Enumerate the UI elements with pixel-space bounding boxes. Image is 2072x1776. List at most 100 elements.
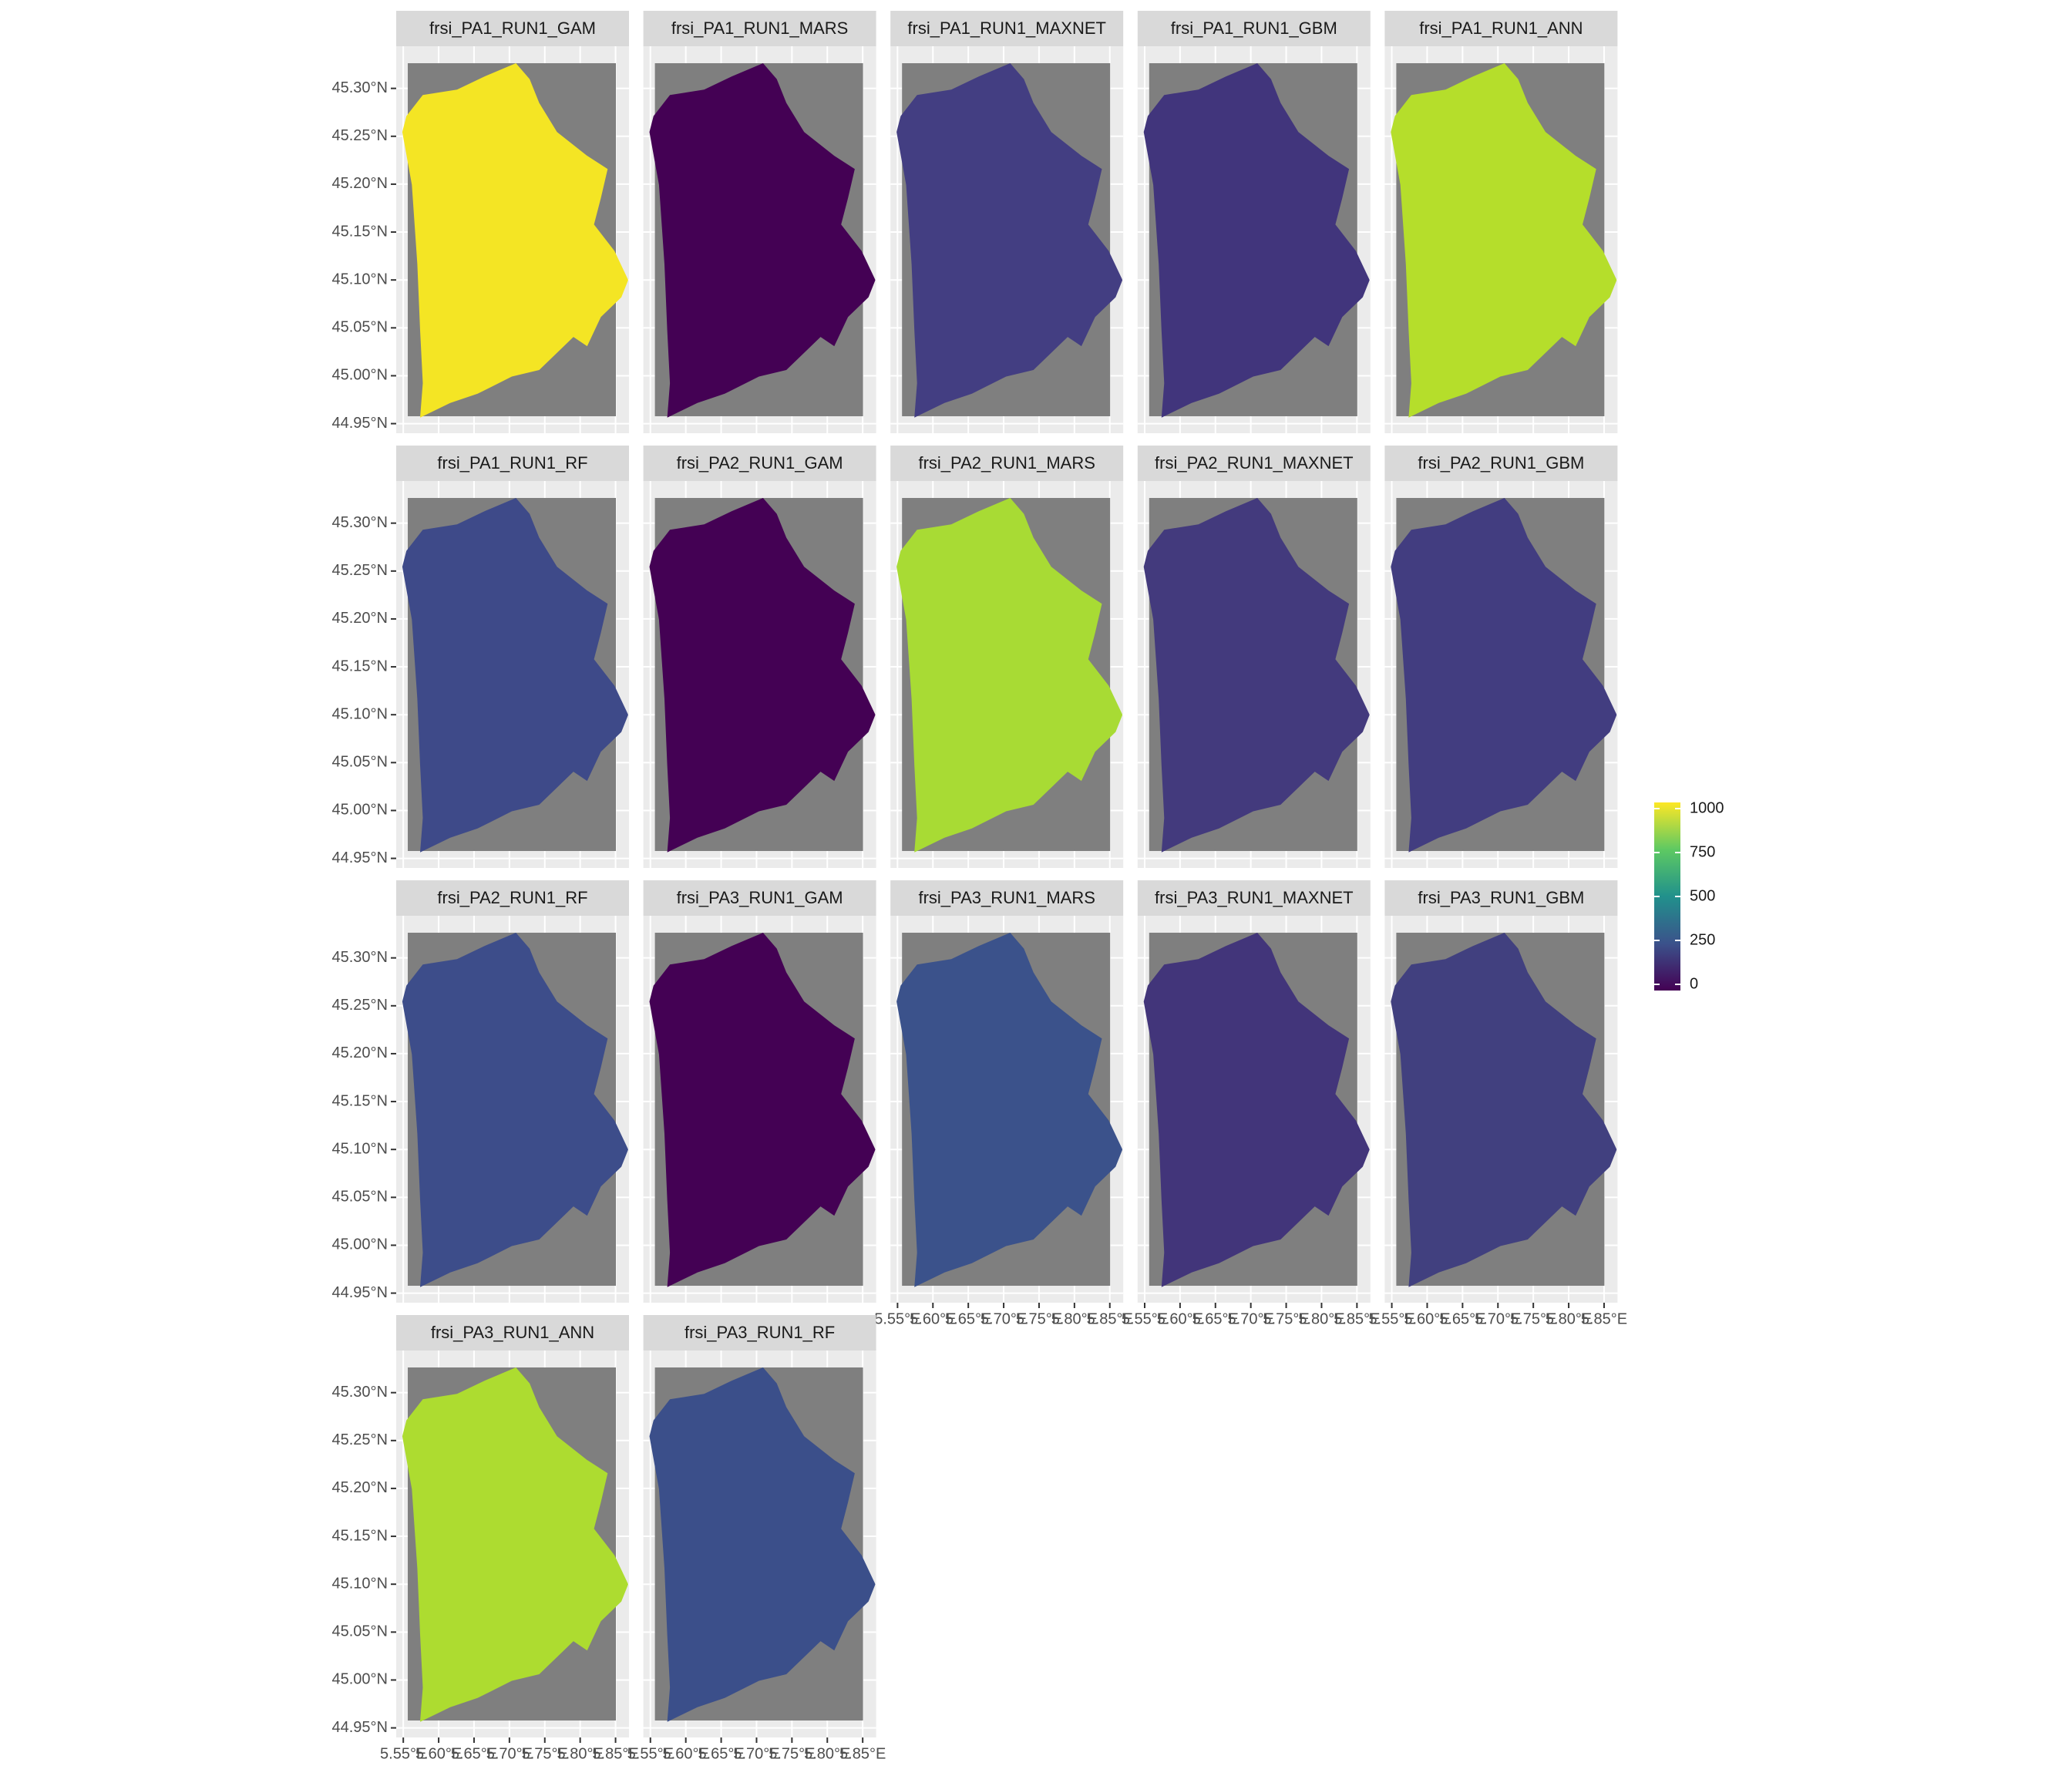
x-tick-label: 5.70°E	[1475, 1310, 1521, 1327]
x-tick-label: 5.70°E	[486, 1745, 533, 1762]
y-tick-label: 45.10°N	[332, 271, 388, 288]
y-tick-label: 45.20°N	[332, 610, 388, 627]
strip	[396, 880, 629, 916]
map-area	[402, 1367, 628, 1722]
colorbar-label: 250	[1690, 931, 1715, 948]
x-tick-label: 5.75°E	[769, 1745, 815, 1762]
y-tick-label: 45.15°N	[332, 1092, 388, 1109]
y-tick-label: 45.10°N	[332, 1575, 388, 1592]
map-area	[1143, 498, 1370, 853]
y-tick-label: 45.00°N	[332, 1671, 388, 1688]
colorbar-label: 750	[1690, 843, 1715, 860]
strip-title: frsi_PA1_RUN1_ANN	[1419, 18, 1583, 38]
strip-title: frsi_PA1_RUN1_MARS	[671, 18, 848, 38]
map-area	[896, 498, 1123, 853]
y-tick-label: 45.05°N	[332, 1623, 388, 1640]
x-tick-label: 5.55°E	[1122, 1310, 1168, 1327]
strip-title: frsi_PA2_RUN1_MAXNET	[1155, 453, 1354, 473]
y-tick-label: 44.95°N	[332, 849, 388, 866]
y-tick-label: 45.15°N	[332, 1527, 388, 1544]
strip-title: frsi_PA3_RUN1_GBM	[1418, 888, 1584, 907]
x-tick-label: 5.70°E	[980, 1310, 1027, 1327]
x-tick-label: 5.65°E	[1439, 1310, 1485, 1327]
x-tick-label: 5.75°E	[522, 1745, 568, 1762]
y-tick-label: 45.10°N	[332, 1140, 388, 1157]
x-tick-label: 5.55°E	[1368, 1310, 1414, 1327]
map-area	[1143, 933, 1370, 1287]
strip	[396, 1315, 629, 1350]
y-tick-label: 45.25°N	[332, 127, 388, 144]
x-tick-label: 5.80°E	[1298, 1310, 1344, 1327]
x-tick-label: 5.55°E	[627, 1745, 674, 1762]
y-tick-label: 45.25°N	[332, 562, 388, 579]
y-tick-label: 45.05°N	[332, 1189, 388, 1206]
map-area	[649, 498, 876, 853]
x-tick-label: 5.75°E	[1016, 1310, 1062, 1327]
y-tick-label: 45.30°N	[332, 949, 388, 966]
y-tick-label: 45.05°N	[332, 319, 388, 336]
map-area	[1391, 498, 1617, 853]
y-tick-label: 45.00°N	[332, 367, 388, 384]
x-tick-label: 5.85°E	[839, 1745, 886, 1762]
strip-title: frsi_PA3_RUN1_ANN	[431, 1323, 594, 1342]
strip-title: frsi_PA1_RUN1_GAM	[429, 18, 596, 38]
strip	[643, 11, 876, 46]
y-tick-label: 45.30°N	[332, 1384, 388, 1401]
y-tick-label: 45.20°N	[332, 1044, 388, 1061]
strip	[643, 446, 876, 481]
strip-title: frsi_PA1_RUN1_RF	[437, 453, 587, 473]
y-tick-label: 45.15°N	[332, 223, 388, 240]
x-tick-label: 5.80°E	[557, 1745, 604, 1762]
x-tick-label: 5.75°E	[1263, 1310, 1309, 1327]
x-tick-label: 5.55°E	[380, 1745, 426, 1762]
x-tick-label: 5.85°E	[1581, 1310, 1627, 1327]
strip	[1137, 880, 1371, 916]
strip	[890, 11, 1124, 46]
map-area	[1391, 933, 1617, 1287]
x-tick-label: 5.85°E	[1087, 1310, 1133, 1327]
x-tick-label: 5.70°E	[1228, 1310, 1274, 1327]
x-tick-label: 5.80°E	[804, 1745, 850, 1762]
y-tick-label: 45.25°N	[332, 997, 388, 1014]
x-tick-label: 5.65°E	[698, 1745, 744, 1762]
y-tick-label: 45.30°N	[332, 514, 388, 531]
y-tick-label: 45.05°N	[332, 754, 388, 771]
strip	[1384, 880, 1618, 916]
map-area	[1143, 63, 1370, 418]
strip-title: frsi_PA3_RUN1_RF	[684, 1323, 835, 1342]
x-tick-label: 5.60°E	[910, 1310, 956, 1327]
y-tick-label: 45.20°N	[332, 175, 388, 192]
strip	[890, 446, 1124, 481]
y-tick-label: 45.00°N	[332, 1236, 388, 1253]
strip	[396, 11, 629, 46]
colorbar-label: 1000	[1690, 799, 1724, 816]
y-tick-label: 45.00°N	[332, 802, 388, 819]
map-area	[896, 63, 1123, 418]
map-area	[649, 933, 876, 1287]
strip-title: frsi_PA2_RUN1_MARS	[918, 453, 1095, 473]
x-tick-label: 5.65°E	[451, 1745, 497, 1762]
map-area	[402, 933, 628, 1287]
map-area	[1391, 63, 1617, 418]
strip-title: frsi_PA2_RUN1_RF	[437, 888, 587, 907]
x-tick-label: 5.55°E	[874, 1310, 920, 1327]
map-area	[402, 63, 628, 418]
strip	[1384, 446, 1618, 481]
x-tick-label: 5.75°E	[1510, 1310, 1556, 1327]
strip-title: frsi_PA2_RUN1_GAM	[677, 453, 843, 473]
strip	[396, 446, 629, 481]
strip	[1137, 11, 1371, 46]
x-tick-label: 5.60°E	[415, 1745, 462, 1762]
y-tick-label: 44.95°N	[332, 1284, 388, 1301]
strip	[1137, 446, 1371, 481]
strip	[890, 880, 1124, 916]
y-tick-label: 45.10°N	[332, 705, 388, 722]
x-tick-label: 5.80°E	[1546, 1310, 1592, 1327]
map-area	[402, 498, 628, 853]
y-tick-label: 45.15°N	[332, 658, 388, 674]
colorbar-label: 0	[1690, 975, 1698, 992]
strip-title: frsi_PA3_RUN1_MAXNET	[1155, 888, 1354, 907]
x-tick-label: 5.85°E	[1334, 1310, 1380, 1327]
strip-title: frsi_PA3_RUN1_GAM	[677, 888, 843, 907]
